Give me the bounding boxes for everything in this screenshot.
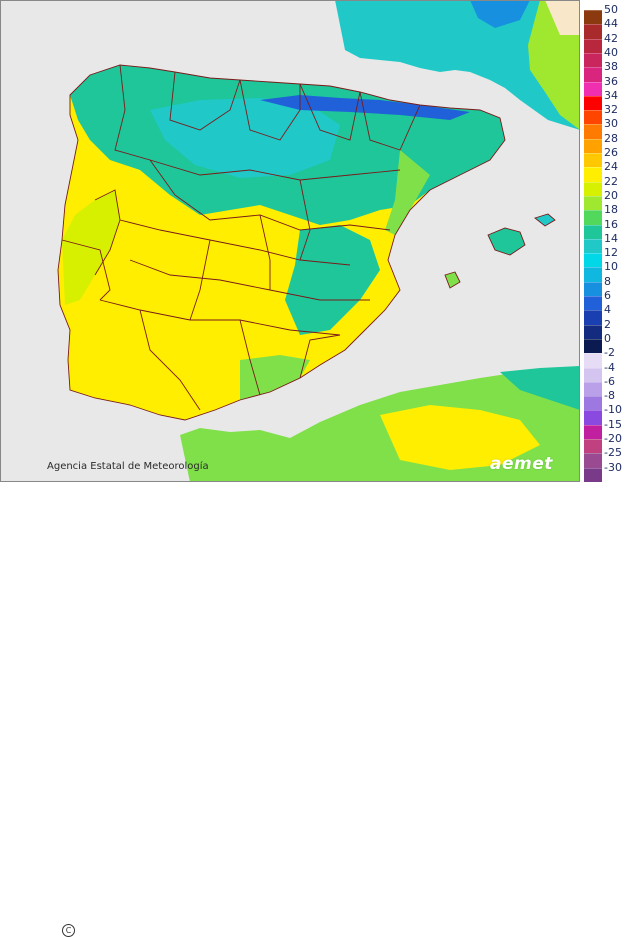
legend-swatch (584, 267, 602, 283)
legend-label: 34 (604, 88, 618, 102)
legend-swatch (584, 381, 602, 397)
portugal-yellow (68, 310, 110, 385)
legend-swatch (584, 238, 602, 254)
legend-label: -8 (604, 389, 615, 403)
legend-label: -20 (604, 432, 622, 446)
legend-swatch (584, 110, 602, 125)
legend-swatch (584, 38, 602, 54)
legend-swatch (584, 310, 602, 326)
legend-swatch (584, 153, 602, 168)
temperature-map (0, 0, 580, 482)
legend-label: 44 (604, 17, 618, 31)
africa-yellow-zone (380, 405, 540, 470)
legend-label: -25 (604, 446, 622, 460)
legend-label: 32 (604, 103, 618, 117)
legend-label: 42 (604, 31, 618, 45)
legend-swatch (584, 124, 602, 140)
legend-swatch (584, 353, 602, 369)
legend-label: -4 (604, 360, 615, 374)
pyrenees-cold (260, 95, 470, 120)
legend-label: -6 (604, 374, 615, 388)
legend-swatch (584, 281, 602, 297)
legend-swatch (584, 296, 602, 311)
legend-color-scale (584, 10, 602, 483)
legend-swatch (584, 81, 602, 97)
legend-swatch (584, 324, 602, 340)
copyright-icon: C (62, 924, 75, 937)
legend-label: 28 (604, 131, 618, 145)
legend-label: 22 (604, 174, 618, 188)
legend-swatch (584, 210, 602, 226)
legend-label: 2 (604, 317, 611, 331)
legend-label: 14 (604, 231, 618, 245)
legend-label: 50 (604, 3, 618, 16)
coast-green-strip (385, 150, 430, 235)
legend-swatch (584, 52, 602, 68)
legend-label: -30 (604, 460, 622, 474)
mallorca (488, 228, 525, 255)
legend-swatch (584, 24, 602, 40)
legend-swatch (584, 138, 602, 154)
legend-swatch (584, 410, 602, 426)
france-region (335, 0, 580, 130)
france-blank (545, 0, 580, 35)
legend-swatch (584, 367, 602, 383)
legend-swatch (584, 396, 602, 411)
legend-label: 30 (604, 117, 618, 131)
province-borders (57, 64, 506, 421)
aemet-logo: aemet (490, 454, 553, 474)
legend-swatch (584, 439, 602, 454)
legend-label: 40 (604, 45, 618, 59)
legend-swatch (584, 338, 602, 354)
legend-swatch (584, 95, 602, 111)
legend-swatch (584, 224, 602, 240)
legend-label: -2 (604, 346, 615, 360)
legend-swatch (584, 453, 602, 469)
legend-swatch (584, 467, 602, 483)
legend-label: 36 (604, 74, 618, 88)
legend-label: 20 (604, 188, 618, 202)
legend-label: 4 (604, 303, 611, 317)
legend-swatch (584, 167, 602, 183)
france-cold-patch (470, 0, 530, 28)
legend-label: -15 (604, 417, 622, 431)
legend-swatch (584, 181, 602, 197)
legend-label: -10 (604, 403, 622, 417)
east-teal-zone (285, 225, 380, 335)
legend-label: 0 (604, 331, 611, 345)
south-green-strip (240, 355, 310, 400)
island-borders (444, 213, 556, 289)
central-cyan-zone (150, 98, 340, 178)
legend-label: 8 (604, 274, 611, 288)
legend-label: 38 (604, 60, 618, 74)
legend-label: 16 (604, 217, 618, 231)
legend-swatch (584, 424, 602, 440)
legend-label: 26 (604, 146, 618, 160)
legend-swatch (584, 10, 602, 25)
legend-swatch (584, 253, 602, 268)
legend-label: 6 (604, 289, 611, 303)
legend-label: 12 (604, 246, 618, 260)
legend-swatch (584, 195, 602, 211)
legend-swatch (584, 67, 602, 82)
legend-label: 18 (604, 203, 618, 217)
legend-label: 24 (604, 160, 618, 174)
legend-label: 10 (604, 260, 618, 274)
africa-teal-zone (500, 366, 580, 410)
credit-text: Agencia Estatal de Meteorología (47, 461, 209, 472)
